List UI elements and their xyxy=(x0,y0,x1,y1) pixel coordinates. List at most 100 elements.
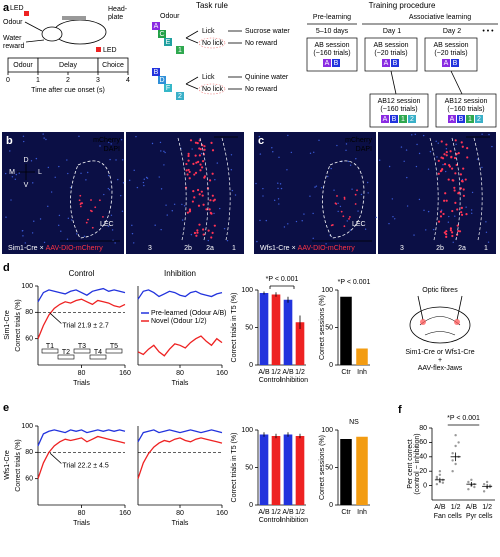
nucleus xyxy=(21,230,24,232)
nucleus xyxy=(158,176,160,178)
nucleus xyxy=(67,172,69,175)
odour-letter: 2 xyxy=(178,93,182,100)
series-line xyxy=(137,437,223,479)
nucleus xyxy=(476,158,479,160)
labelled-cell xyxy=(343,225,346,228)
labelled-cell xyxy=(192,162,195,165)
bar xyxy=(271,436,281,505)
nucleus xyxy=(78,135,80,138)
nucleus xyxy=(465,206,467,208)
head-plate-label: Head- xyxy=(108,6,128,13)
odour-letter: B xyxy=(393,60,398,67)
nucleus xyxy=(80,172,82,175)
nucleus xyxy=(357,210,359,212)
labelled-cell xyxy=(198,154,201,157)
labelled-cell xyxy=(102,215,104,218)
genotype-part: × xyxy=(292,245,296,252)
nucleus xyxy=(133,169,135,172)
data-point xyxy=(438,473,442,476)
labelled-cell xyxy=(457,229,460,233)
nucleus xyxy=(190,233,193,236)
group-label: Pyr cells xyxy=(466,513,493,520)
nucleus xyxy=(336,144,338,147)
stain-label: mCherry xyxy=(345,137,372,144)
schematic-label: Sim1-Cre or Wfs1-Cre xyxy=(405,349,474,356)
series-line xyxy=(37,435,126,479)
y-axis-label: Correct sessions (%) xyxy=(319,435,326,500)
session-trials: (~160 trials) xyxy=(380,106,417,113)
nucleus xyxy=(349,229,352,231)
nucleus xyxy=(256,240,258,243)
nucleus xyxy=(444,170,447,173)
session-name: AB12 session xyxy=(378,98,421,105)
data-point xyxy=(451,470,454,473)
stain-label: DAPI xyxy=(104,146,120,153)
response: No lick xyxy=(202,86,224,93)
nucleus xyxy=(58,214,61,217)
nucleus xyxy=(213,212,215,215)
nucleus xyxy=(427,210,430,213)
nucleus xyxy=(66,159,68,161)
labelled-cell xyxy=(79,194,82,197)
y-tick-label: 60 xyxy=(25,476,33,483)
labelled-cell xyxy=(193,196,196,199)
labelled-cell xyxy=(187,152,190,155)
labelled-cell xyxy=(457,192,460,195)
nucleus xyxy=(131,232,134,235)
nucleus xyxy=(415,165,418,168)
nucleus xyxy=(400,146,403,148)
arrow xyxy=(185,83,199,90)
y-tick-label: 100 xyxy=(321,287,333,294)
labelled-cell xyxy=(211,172,214,175)
nucleus xyxy=(110,143,112,145)
micrograph xyxy=(254,132,376,254)
y-tick-label: 50 xyxy=(245,464,253,471)
nucleus xyxy=(313,151,315,153)
labelled-cell xyxy=(193,231,197,235)
odour-letter: A xyxy=(384,60,389,67)
labelled-cell xyxy=(197,160,200,163)
labelled-cell xyxy=(78,199,81,202)
labelled-cell xyxy=(451,179,454,182)
labelled-cell xyxy=(343,198,346,200)
nucleus xyxy=(255,182,257,185)
labelled-cell xyxy=(441,157,445,160)
labelled-cell xyxy=(89,209,92,212)
nucleus xyxy=(111,229,114,231)
nucleus xyxy=(234,194,237,196)
nucleus xyxy=(448,215,450,218)
nucleus xyxy=(43,137,45,139)
y-axis-label: Correct trials in T5 (%) xyxy=(231,433,238,503)
labelled-cell xyxy=(187,159,190,162)
nucleus xyxy=(99,145,101,147)
odour-box xyxy=(158,76,166,84)
x-tick-label: 0 xyxy=(6,77,10,84)
labelled-cell xyxy=(454,139,457,142)
x-tick-label: 3 xyxy=(96,77,100,84)
nucleus xyxy=(283,226,286,228)
nucleus xyxy=(272,151,274,153)
panel-label: e xyxy=(3,402,9,414)
layer-label: 2a xyxy=(206,245,214,252)
layer-label: 1 xyxy=(484,245,488,252)
labelled-cell xyxy=(343,196,346,199)
nucleus xyxy=(318,139,320,142)
stain-label: DAPI xyxy=(356,146,372,153)
nucleus xyxy=(103,193,105,196)
x-axis-label: Trials xyxy=(172,380,189,387)
nucleus xyxy=(491,145,493,148)
nucleus xyxy=(287,223,289,225)
nucleus xyxy=(416,143,418,146)
labelled-cell xyxy=(342,215,345,218)
nucleus xyxy=(47,166,50,169)
nucleus xyxy=(75,233,78,235)
nucleus xyxy=(50,191,53,193)
labelled-cell xyxy=(213,198,216,201)
trial-block-label: T3 xyxy=(78,343,86,350)
labelled-cell xyxy=(442,212,445,216)
genotype: Sim1-Cre × AAV-DIO-mCherry xyxy=(8,245,103,252)
mouse-head xyxy=(41,26,63,42)
data-point xyxy=(457,441,460,444)
labelled-cell xyxy=(186,211,189,214)
